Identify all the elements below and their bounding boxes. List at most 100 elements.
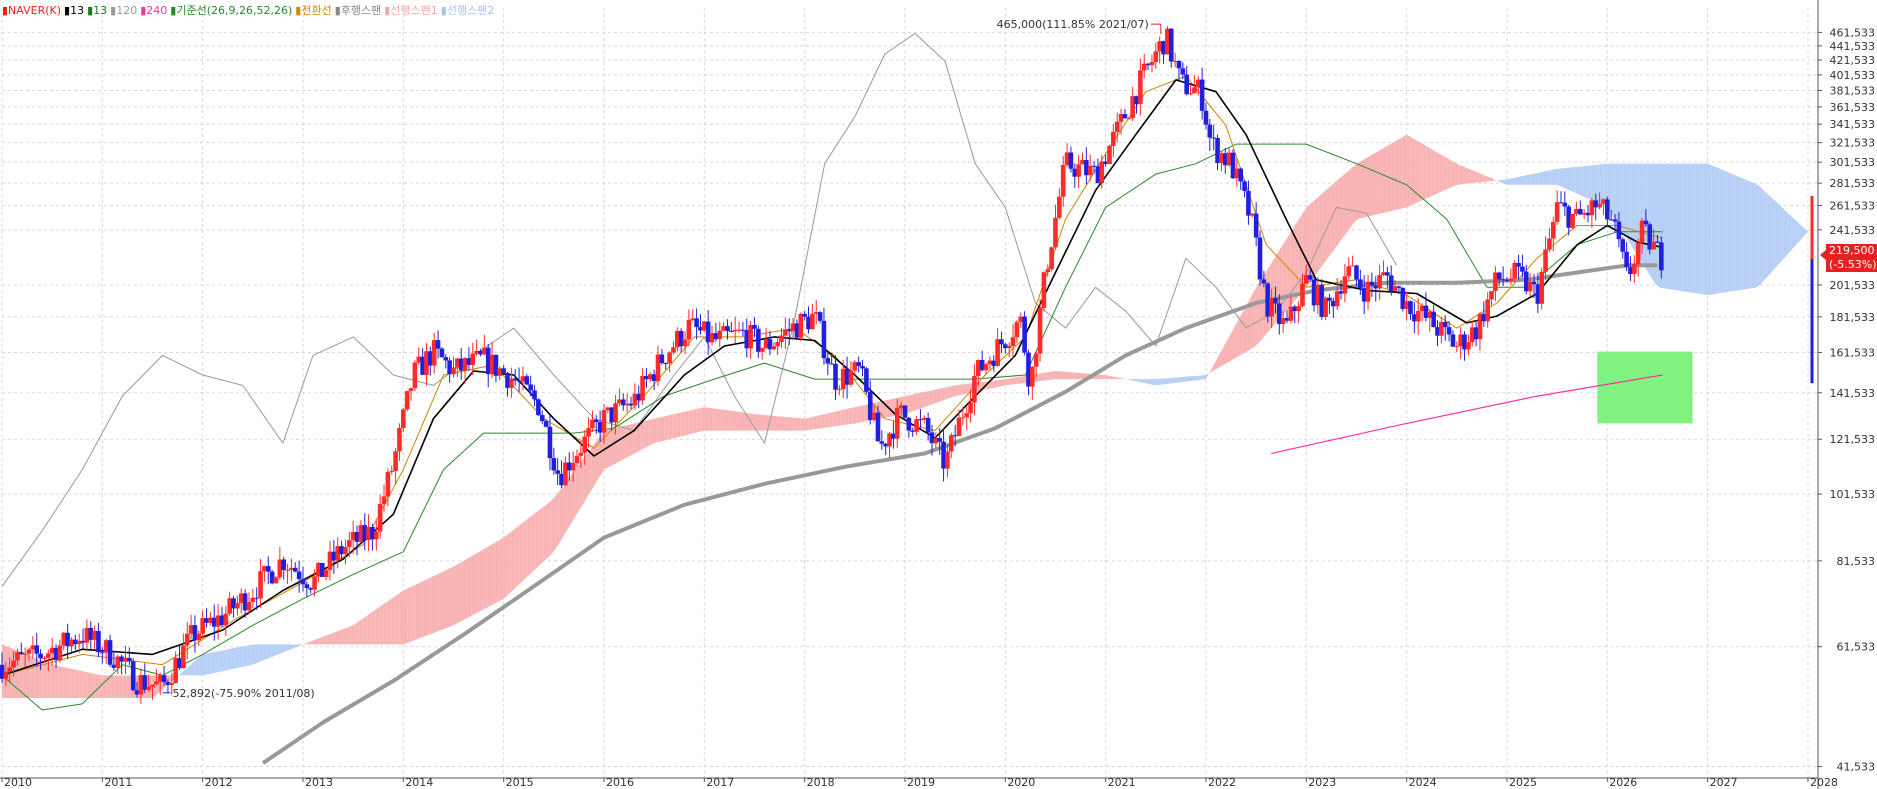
cloud-segment	[443, 569, 448, 630]
candle-down	[1284, 318, 1290, 321]
cloud-segment	[1478, 172, 1483, 183]
candle-down	[80, 640, 86, 643]
cloud-segment	[921, 391, 926, 409]
cloud-segment	[294, 644, 299, 648]
cloud-segment	[1338, 175, 1343, 244]
cloud-segment	[1053, 371, 1058, 380]
candle-down	[1585, 212, 1591, 216]
candle-up	[22, 653, 28, 655]
cloud-segment	[455, 563, 460, 625]
candle-up	[914, 419, 919, 432]
cloud-segment	[1290, 226, 1295, 307]
candle-up	[976, 360, 981, 377]
candle-down	[1431, 311, 1436, 328]
candle-up	[1346, 266, 1352, 277]
candle-down	[1516, 262, 1521, 267]
cloud-segment	[860, 404, 865, 423]
cloud-segment	[415, 582, 420, 640]
x-tick-label: 2010	[4, 776, 32, 789]
cloud-segment	[1177, 377, 1182, 383]
candle-down	[142, 675, 148, 690]
candle-up	[1550, 221, 1556, 239]
candle-up	[1149, 61, 1155, 66]
cloud-segment	[1519, 176, 1524, 185]
y-tick-label: 261,533	[1830, 200, 1876, 213]
cloud-segment	[736, 411, 741, 431]
cloud-segment	[82, 671, 87, 699]
candle-down	[551, 458, 557, 471]
candle-up	[1493, 272, 1498, 292]
candle-up	[92, 630, 97, 640]
cloud-segment	[824, 413, 829, 428]
cloud-segment	[339, 629, 344, 645]
cloud-segment	[1603, 163, 1608, 208]
cloud-segment	[122, 675, 127, 699]
cloud-segment	[1073, 372, 1078, 380]
candle-up	[49, 647, 55, 654]
candle-down	[941, 441, 946, 469]
legend-item: ▮NAVER(K)	[2, 4, 62, 17]
cloud-segment	[1675, 163, 1680, 291]
candle-up	[837, 389, 842, 391]
candle-down	[192, 625, 198, 641]
candle-up	[1581, 212, 1587, 215]
cloud-segment	[1767, 194, 1772, 277]
cloud-segment	[102, 675, 107, 699]
cloud-segment	[1458, 164, 1463, 185]
cloud-segment	[359, 618, 364, 645]
cloud-segment	[1771, 197, 1776, 272]
y-tick-label: 301,533	[1830, 156, 1876, 169]
cloud-segment	[463, 558, 468, 621]
kijun-line	[1, 143, 1663, 711]
chart-legend: ▮NAVER(K) ▮13 ▮13 ▮120 ▮240 ▮기준선(26,9,26,52,2…	[2, 2, 497, 18]
cloud-segment	[335, 630, 340, 645]
cloud-segment	[302, 642, 308, 645]
candle-up	[1404, 301, 1409, 309]
cloud-segment	[531, 512, 536, 573]
price-pointer	[1820, 249, 1826, 260]
candle-up	[262, 566, 267, 572]
candle-down	[1134, 96, 1139, 105]
candle-down	[485, 347, 491, 375]
cloud-segment	[198, 654, 203, 676]
candle-down	[308, 588, 314, 590]
candle-down	[875, 412, 881, 442]
cloud-segment	[1222, 342, 1227, 366]
candle-up	[385, 471, 391, 497]
candle-up	[1350, 265, 1355, 267]
candle-up	[775, 342, 780, 347]
cloud-segment	[1037, 373, 1042, 382]
y-tick-label: 281,533	[1830, 177, 1876, 190]
candle-up	[1296, 306, 1301, 312]
candle-up	[682, 339, 688, 347]
candle-up	[462, 358, 468, 371]
cloud-segment	[1242, 305, 1247, 355]
candle-up	[223, 613, 229, 626]
cloud-segment	[937, 388, 942, 403]
cloud-segment	[1017, 376, 1022, 384]
cloud-segment	[18, 650, 23, 699]
cloud-segment	[1430, 148, 1435, 197]
cloud-segment	[475, 551, 480, 614]
candle-up	[69, 639, 74, 647]
candle-down	[439, 348, 445, 358]
candle-down	[516, 380, 522, 382]
candle-up	[489, 354, 495, 375]
cloud-segment	[543, 503, 548, 562]
candle-up	[1153, 51, 1159, 62]
cloud-segment	[632, 422, 637, 455]
candle-up	[374, 531, 379, 540]
candle-down	[891, 433, 896, 439]
cloud-segment	[1803, 228, 1808, 237]
candle-down	[1176, 60, 1182, 69]
cloud-segment	[351, 623, 356, 645]
candle-up	[1477, 313, 1483, 340]
cloud-segment	[1169, 377, 1174, 384]
candle-up	[289, 567, 294, 570]
x-tick-label: 2012	[205, 776, 233, 789]
candle-up	[640, 375, 645, 401]
candle-down	[1203, 110, 1209, 125]
cloud-segment	[1651, 163, 1656, 285]
candle-up	[605, 407, 611, 411]
